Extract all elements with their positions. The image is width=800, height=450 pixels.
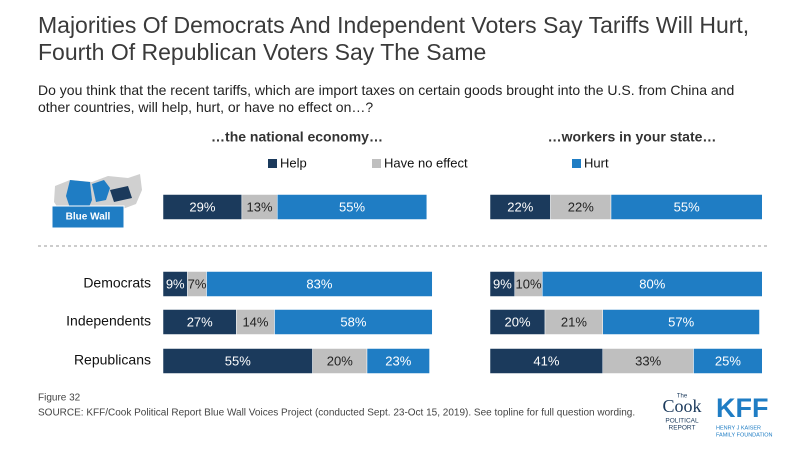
bar-segment	[602, 348, 694, 374]
category-label: Democrats	[83, 275, 151, 291]
value-label: 22%	[568, 199, 594, 214]
bar-segment	[162, 348, 313, 374]
value-label: 57%	[668, 314, 694, 329]
value-label: 25%	[715, 353, 741, 368]
bar-segment	[514, 271, 543, 297]
value-label: 21%	[561, 314, 587, 329]
value-label: 14%	[242, 314, 268, 329]
logo-text: HENRY J KAISER	[716, 425, 761, 431]
legend-swatch	[372, 159, 381, 168]
bar-segment	[544, 309, 603, 335]
logo-text: The	[677, 394, 688, 400]
cook-logo: The Cook POLITICAL REPORT	[662, 394, 701, 432]
logo-text: FAMILY FOUNDATION	[716, 432, 773, 438]
figure-label: Figure 32	[38, 393, 81, 404]
blue-wall-map	[51, 174, 142, 229]
bar-segment	[366, 348, 430, 374]
bar-segment	[312, 348, 368, 374]
value-label: 7%	[188, 276, 207, 291]
map-state	[110, 186, 132, 202]
value-label: 41%	[533, 353, 559, 368]
legend-swatch	[268, 159, 277, 168]
value-label: 27%	[187, 314, 213, 329]
value-label: 29%	[189, 199, 215, 214]
logo-text: REPORT	[669, 425, 696, 432]
value-label: 9%	[166, 276, 185, 291]
value-label: 10%	[515, 276, 541, 291]
legend-swatch	[572, 159, 581, 168]
bar-segment	[206, 271, 433, 297]
value-label: 55%	[225, 353, 251, 368]
title: Majorities Of Democrats And Independent …	[38, 12, 750, 65]
bar-segment	[550, 194, 612, 220]
value-label: 9%	[493, 276, 512, 291]
value-label: 33%	[635, 353, 661, 368]
value-label: 83%	[306, 276, 332, 291]
subtitle: Do you think that the recent tariffs, wh…	[38, 82, 735, 115]
bar-segment	[693, 348, 763, 374]
bar-segment	[602, 309, 760, 335]
bar-segment	[610, 194, 763, 220]
bar-segment	[162, 309, 237, 335]
category-label: Independents	[66, 313, 151, 329]
panel-title: …workers in your state…	[548, 129, 717, 145]
logo-text: Cook	[662, 396, 701, 416]
bar-segment	[489, 309, 546, 335]
bar-segment	[489, 194, 551, 220]
legend-label: Help	[280, 155, 307, 170]
bar-segment	[162, 271, 188, 297]
value-label: 58%	[340, 314, 366, 329]
category-label: Blue Wall	[66, 212, 111, 223]
category-label: Republicans	[74, 352, 151, 368]
logo-text: KFF	[716, 393, 768, 423]
value-label: 55%	[339, 199, 365, 214]
bar-segment	[489, 271, 515, 297]
bar-segment	[542, 271, 763, 297]
bar-segment	[236, 309, 275, 335]
source: SOURCE: KFF/Cook Political Report Blue W…	[38, 408, 635, 419]
bar-segment	[276, 194, 428, 220]
map-state	[92, 180, 110, 202]
value-label: 20%	[327, 353, 353, 368]
value-label: 22%	[507, 199, 533, 214]
legend-label: Have no effect	[384, 155, 468, 170]
map-label-box	[51, 205, 125, 229]
kff-logo: KFF HENRY J KAISER FAMILY FOUNDATION	[716, 393, 773, 438]
value-label: 23%	[385, 353, 411, 368]
value-label: 20%	[504, 314, 530, 329]
bar-segment	[274, 309, 433, 335]
logo-text: POLITICAL	[665, 418, 699, 425]
value-label: 13%	[247, 199, 273, 214]
legend-label: Hurt	[584, 155, 609, 170]
panel-title: …the national economy…	[211, 129, 383, 145]
value-label: 55%	[674, 199, 700, 214]
value-label: 80%	[639, 276, 665, 291]
bar-segment	[489, 348, 603, 374]
